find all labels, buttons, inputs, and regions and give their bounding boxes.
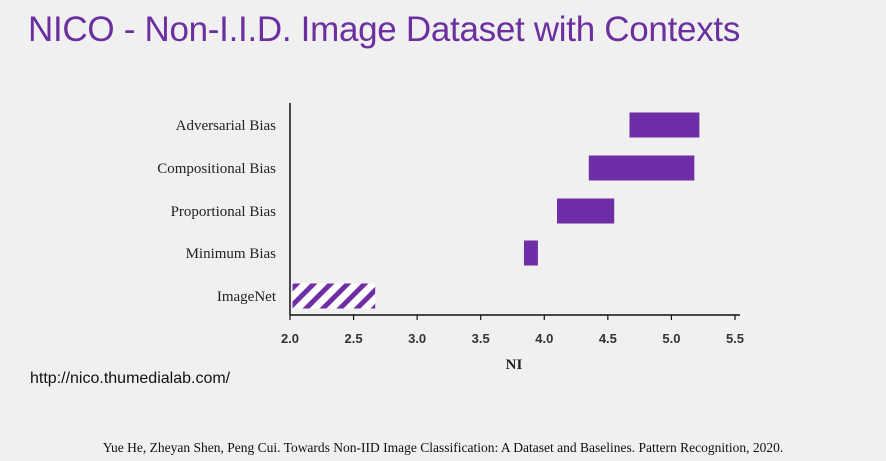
plot-area: Adversarial Bias Compositional Bias Propor… [157, 112, 744, 346]
bar-minimum-bias [523, 240, 538, 266]
x-tick-label-3-0: 3.0 [408, 331, 426, 346]
category-label-imagenet: ImageNet [217, 289, 277, 305]
category-label-proportional-bias: Proportional Bias [171, 204, 277, 220]
citation-text: Yue He, Zheyan Shen, Peng Cui. Towards N… [102, 440, 784, 455]
x-tick-label-2-5: 2.5 [345, 331, 363, 346]
bar-compositional-bias [588, 155, 695, 181]
category-label-adversarial-bias: Adversarial Bias [176, 118, 277, 134]
project-url-link[interactable]: http://nico.thumedialab.com/ [30, 370, 231, 387]
x-tick-label-4-5: 4.5 [599, 331, 617, 346]
x-tick-label-5-0: 5.0 [662, 331, 680, 346]
bar-adversarial-bias [629, 112, 700, 138]
slide-title: NICO - Non-I.I.D. Image Dataset with Con… [28, 10, 741, 49]
x-axis-label: NI [506, 357, 523, 373]
bar-imagenet [292, 283, 376, 309]
x-tick-label-5-5: 5.5 [726, 331, 744, 346]
category-label-minimum-bias: Minimum Bias [186, 246, 277, 262]
x-tick-label-2-0: 2.0 [281, 331, 299, 346]
x-tick-label-3-5: 3.5 [472, 331, 490, 346]
bar-proportional-bias [557, 198, 615, 224]
category-label-compositional-bias: Compositional Bias [157, 161, 276, 177]
x-tick-label-4-0: 4.0 [535, 331, 553, 346]
